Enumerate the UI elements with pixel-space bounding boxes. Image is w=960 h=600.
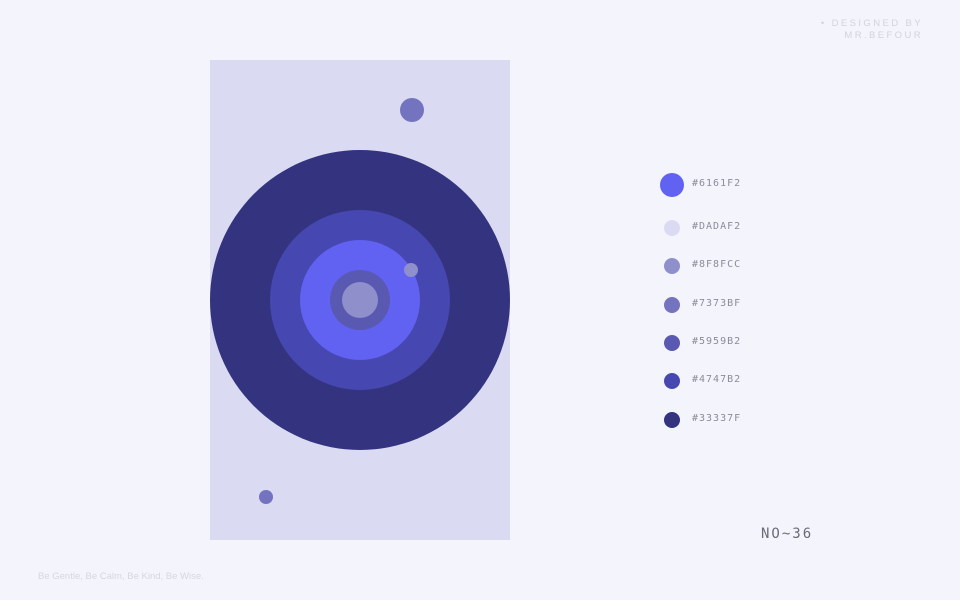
swatch-2 <box>664 258 680 274</box>
swatch-3 <box>664 297 680 313</box>
swatch-label: #6161F2 <box>692 178 742 189</box>
swatch-1 <box>664 220 680 236</box>
piece-number: NO~36 <box>761 526 814 542</box>
motto: Be Gentle, Be Calm, Be Kind, Be Wise. <box>38 571 204 582</box>
designer-credit: • DESIGNED BY MR.BEFOUR <box>821 18 923 42</box>
dot-top <box>400 98 424 122</box>
swatch-label: #7373BF <box>692 298 742 309</box>
swatch-label: #DADAF2 <box>692 221 742 232</box>
credit-line-2: MR.BEFOUR <box>844 30 923 41</box>
swatch-0 <box>660 173 684 197</box>
swatch-label: #8F8FCC <box>692 259 742 270</box>
artwork <box>210 60 510 540</box>
swatch-label: #5959B2 <box>692 336 742 347</box>
swatch-4 <box>664 335 680 351</box>
swatch-5 <box>664 373 680 389</box>
ring-core <box>342 282 378 318</box>
swatch-label: #33337F <box>692 413 742 424</box>
dot-bottom <box>259 490 273 504</box>
swatch-6 <box>664 412 680 428</box>
swatch-label: #4747B2 <box>692 374 742 385</box>
credit-line-1: • DESIGNED BY <box>820 18 923 29</box>
dot-inner <box>404 263 418 277</box>
